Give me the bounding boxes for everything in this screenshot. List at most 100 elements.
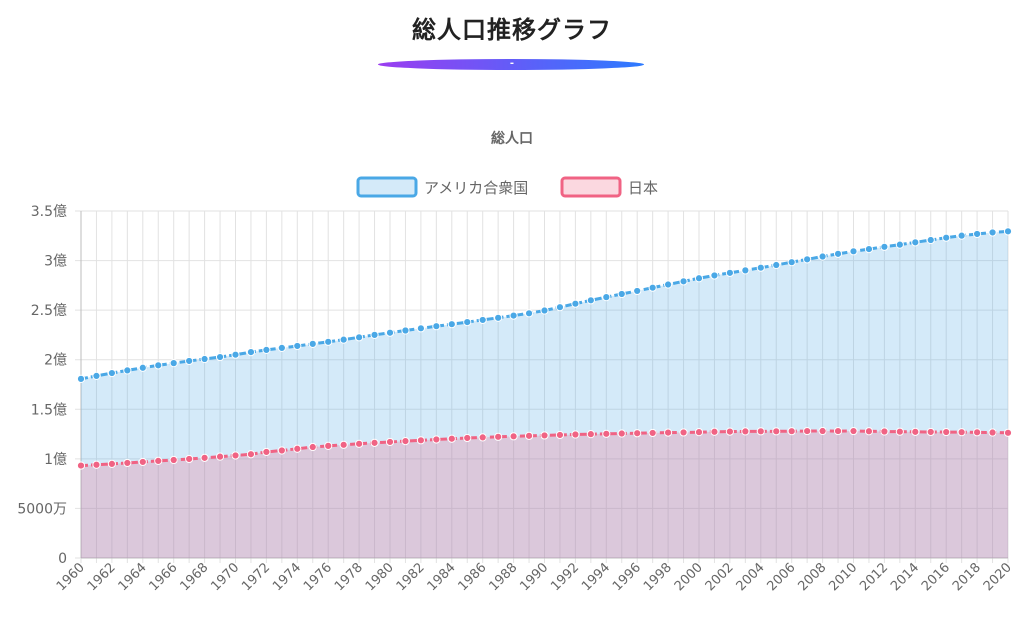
data-point-japan[interactable] xyxy=(401,437,410,446)
data-point-usa[interactable] xyxy=(339,335,348,344)
data-point-japan[interactable] xyxy=(988,428,997,437)
data-point-japan[interactable] xyxy=(324,441,333,450)
data-point-japan[interactable] xyxy=(911,427,920,436)
data-point-japan[interactable] xyxy=(803,426,812,436)
data-point-usa[interactable] xyxy=(602,293,611,302)
data-point-japan[interactable] xyxy=(370,438,379,447)
data-point-usa[interactable] xyxy=(246,348,256,357)
data-point-japan[interactable] xyxy=(107,459,117,468)
data-point-japan[interactable] xyxy=(416,436,425,445)
data-point-japan[interactable] xyxy=(154,456,163,465)
data-point-japan[interactable] xyxy=(92,460,101,469)
data-point-japan[interactable] xyxy=(293,444,302,453)
data-point-japan[interactable] xyxy=(385,437,395,447)
data-point-japan[interactable] xyxy=(633,429,642,438)
data-point-japan[interactable] xyxy=(833,426,843,436)
data-point-usa[interactable] xyxy=(277,343,286,353)
data-point-usa[interactable] xyxy=(926,235,935,245)
data-point-usa[interactable] xyxy=(617,289,626,299)
data-point-usa[interactable] xyxy=(308,339,317,348)
data-point-japan[interactable] xyxy=(818,426,827,436)
data-point-japan[interactable] xyxy=(571,430,580,439)
data-point-usa[interactable] xyxy=(957,231,966,240)
data-point-japan[interactable] xyxy=(602,429,611,438)
data-point-usa[interactable] xyxy=(988,228,997,237)
data-point-japan[interactable] xyxy=(942,427,951,437)
data-point-japan[interactable] xyxy=(756,427,765,436)
data-point-usa[interactable] xyxy=(555,303,565,312)
data-point-usa[interactable] xyxy=(509,311,518,320)
data-point-usa[interactable] xyxy=(803,255,812,264)
data-point-usa[interactable] xyxy=(679,277,688,286)
data-point-japan[interactable] xyxy=(648,428,657,438)
data-point-japan[interactable] xyxy=(694,428,704,437)
data-point-usa[interactable] xyxy=(154,361,163,370)
data-point-usa[interactable] xyxy=(849,247,858,256)
data-point-japan[interactable] xyxy=(957,428,966,437)
data-point-japan[interactable] xyxy=(339,440,348,449)
data-point-japan[interactable] xyxy=(185,454,194,464)
data-point-japan[interactable] xyxy=(200,453,209,462)
data-point-japan[interactable] xyxy=(308,442,317,452)
data-point-usa[interactable] xyxy=(355,333,364,342)
data-point-japan[interactable] xyxy=(725,427,735,436)
data-point-usa[interactable] xyxy=(818,252,827,261)
data-point-japan[interactable] xyxy=(494,432,503,441)
data-point-usa[interactable] xyxy=(787,258,796,267)
data-point-japan[interactable] xyxy=(262,447,271,457)
data-point-japan[interactable] xyxy=(432,435,441,444)
data-point-usa[interactable] xyxy=(324,337,333,346)
data-point-japan[interactable] xyxy=(447,434,456,443)
data-point-usa[interactable] xyxy=(540,306,549,315)
data-point-usa[interactable] xyxy=(833,249,843,258)
data-point-usa[interactable] xyxy=(942,233,951,242)
data-point-japan[interactable] xyxy=(478,433,487,442)
data-point-usa[interactable] xyxy=(231,350,240,359)
data-point-usa[interactable] xyxy=(973,229,982,239)
data-point-usa[interactable] xyxy=(694,274,704,283)
data-point-usa[interactable] xyxy=(772,260,781,270)
data-point-japan[interactable] xyxy=(617,429,626,438)
data-point-usa[interactable] xyxy=(478,315,487,325)
data-point-usa[interactable] xyxy=(416,324,425,333)
data-point-japan[interactable] xyxy=(138,457,147,467)
data-point-japan[interactable] xyxy=(123,458,132,468)
data-point-usa[interactable] xyxy=(494,313,503,322)
data-point-usa[interactable] xyxy=(710,271,719,280)
data-point-usa[interactable] xyxy=(200,354,209,364)
legend-item-usa[interactable]: アメリカ合衆国 xyxy=(356,176,528,198)
data-point-japan[interactable] xyxy=(973,428,982,437)
data-point-japan[interactable] xyxy=(586,430,595,439)
data-point-usa[interactable] xyxy=(401,326,410,335)
data-point-japan[interactable] xyxy=(741,427,750,436)
data-point-japan[interactable] xyxy=(895,427,904,436)
data-point-japan[interactable] xyxy=(231,451,240,460)
chart-legend[interactable]: アメリカ合衆国 日本 xyxy=(356,176,658,198)
data-point-usa[interactable] xyxy=(880,242,889,251)
data-point-usa[interactable] xyxy=(169,359,178,368)
data-point-usa[interactable] xyxy=(293,341,302,351)
data-point-usa[interactable] xyxy=(633,286,642,296)
data-point-usa[interactable] xyxy=(648,283,657,292)
data-point-japan[interactable] xyxy=(169,455,178,465)
data-point-usa[interactable] xyxy=(123,366,132,375)
data-point-usa[interactable] xyxy=(138,363,147,372)
data-point-usa[interactable] xyxy=(586,296,595,305)
data-point-usa[interactable] xyxy=(370,330,379,339)
data-point-japan[interactable] xyxy=(664,428,673,437)
data-point-japan[interactable] xyxy=(880,427,889,436)
data-point-usa[interactable] xyxy=(76,374,86,383)
data-point-japan[interactable] xyxy=(849,426,858,436)
data-point-japan[interactable] xyxy=(555,430,565,440)
data-point-japan[interactable] xyxy=(355,439,364,448)
data-point-usa[interactable] xyxy=(741,266,750,275)
data-point-japan[interactable] xyxy=(1003,428,1013,437)
data-point-japan[interactable] xyxy=(509,432,518,441)
data-point-japan[interactable] xyxy=(277,446,286,455)
data-point-usa[interactable] xyxy=(664,280,673,289)
data-point-japan[interactable] xyxy=(540,431,549,440)
data-point-japan[interactable] xyxy=(246,450,256,459)
data-point-usa[interactable] xyxy=(107,368,117,378)
chart-points[interactable] xyxy=(76,227,1013,470)
data-point-usa[interactable] xyxy=(524,309,534,318)
